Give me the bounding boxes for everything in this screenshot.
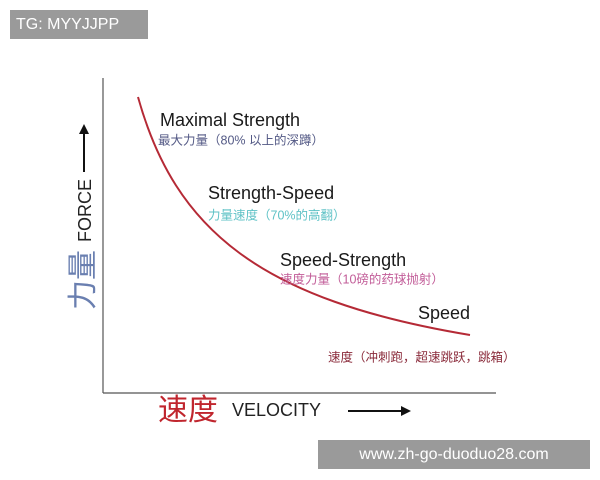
zone-title: Speed-Strength (280, 250, 406, 270)
zone-title: Maximal Strength (160, 110, 300, 130)
x-label-en: VELOCITY (232, 400, 321, 420)
footer-url: www.zh-go-duoduo28.com (358, 446, 548, 463)
y-label-group: 力量 FORCE (67, 179, 100, 310)
x-arrowhead (401, 406, 411, 416)
y-arrowhead (79, 124, 89, 134)
zone-title: Speed (418, 303, 470, 323)
zone-title: Strength-Speed (208, 183, 334, 203)
x-label-cn: 速度 (158, 394, 218, 427)
zone-description: 速度（冲刺跑，超速跳跃，跳箱） (328, 349, 516, 364)
force-velocity-curve (137, 96, 471, 336)
zone-description: 速度力量（10磅的药球抛射） (280, 271, 444, 286)
zone-description: 力量速度（70%的高翻） (208, 207, 346, 222)
y-label-en: FORCE (75, 179, 95, 242)
watermark: TG: MYYJJPP (16, 16, 119, 33)
footer-box (318, 440, 590, 469)
zone-description: 最大力量（80% 以上的深蹲） (158, 132, 324, 147)
watermark-box (10, 10, 148, 39)
y-label-cn: 力量 (67, 250, 100, 310)
